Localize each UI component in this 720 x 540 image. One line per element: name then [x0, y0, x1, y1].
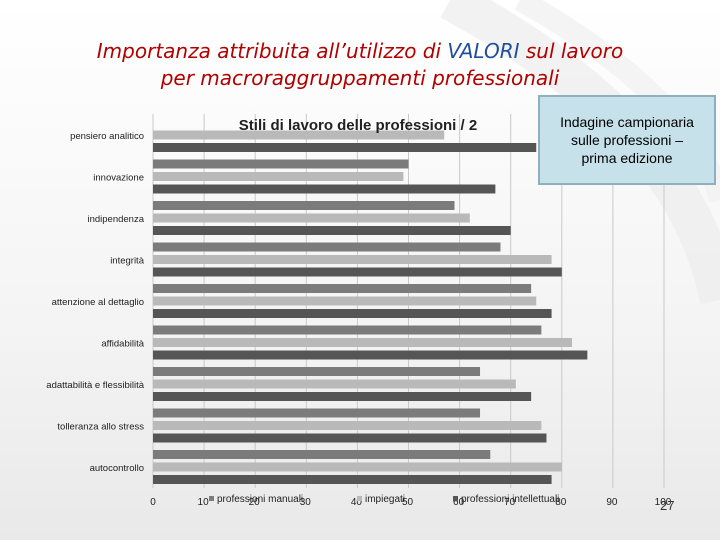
- x-tick-label: 70: [504, 497, 516, 508]
- info-box: Indagine campionaria sulle professioni –…: [538, 95, 716, 185]
- info-box-line: prima edizione: [581, 150, 673, 166]
- category-label: adattabilità e flessibilità: [46, 380, 144, 391]
- bar: [153, 408, 481, 418]
- slide-title-line2: per macroraggruppamenti professionali: [160, 66, 560, 90]
- category-label: indipendenza: [87, 214, 144, 225]
- bar: [153, 392, 532, 401]
- bar: [153, 172, 404, 181]
- slide-title: Importanza attribuita all’utilizzo di VA…: [0, 38, 720, 92]
- bar: [153, 213, 470, 223]
- bar: [153, 421, 542, 430]
- bar: [153, 267, 562, 277]
- x-tick-label: 90: [606, 497, 618, 508]
- category-label: autocontrollo: [90, 463, 144, 474]
- x-tick-label: 0: [150, 497, 156, 508]
- legend-swatch: [453, 496, 458, 501]
- page-number: 27: [660, 498, 675, 513]
- category-label: tolleranza allo stress: [57, 422, 144, 433]
- slide-title-line1: Importanza attribuita all’utilizzo di VA…: [0, 38, 720, 65]
- bar: [153, 184, 496, 194]
- title-accent: VALORI: [447, 39, 520, 63]
- x-tick-label: 40: [351, 497, 363, 508]
- bar: [153, 379, 516, 389]
- legend-label: professioni intellettuali: [461, 494, 559, 505]
- x-tick-label: 50: [402, 497, 414, 508]
- legend-label: impiegati: [365, 494, 405, 505]
- category-label: attenzione al dettaglio: [52, 297, 144, 308]
- legend-swatch: [357, 496, 362, 501]
- info-box-line: Indagine campionaria: [560, 114, 694, 130]
- bar: [153, 338, 573, 347]
- title-text: Importanza attribuita all’utilizzo di: [96, 39, 448, 63]
- bar: [153, 433, 547, 443]
- bar: [153, 450, 491, 459]
- x-tick-label: 100: [655, 497, 672, 508]
- x-tick-label: 30: [300, 497, 312, 508]
- bar: [153, 255, 552, 264]
- title-text: sul lavoro: [519, 39, 624, 63]
- bar: [153, 130, 445, 140]
- bar: [153, 325, 542, 335]
- bar: [153, 296, 537, 306]
- bar: [153, 350, 588, 360]
- category-label: innovazione: [93, 173, 144, 184]
- bar: [153, 475, 552, 484]
- bar: [153, 143, 537, 152]
- info-box-line: sulle professioni –: [570, 132, 684, 148]
- bar: [153, 367, 481, 376]
- bar: [153, 242, 501, 252]
- x-tick-label: 10: [198, 497, 210, 508]
- x-tick-label: 60: [453, 497, 465, 508]
- category-label: pensiero analitico: [70, 131, 144, 142]
- bar: [153, 201, 455, 210]
- bar: [153, 309, 552, 318]
- category-label: affidabilità: [101, 339, 144, 350]
- x-tick-label: 20: [249, 497, 261, 508]
- chart-title: Stili di lavoro delle professioni / 2: [239, 117, 477, 134]
- legend-swatch: [209, 496, 214, 501]
- bar: [153, 159, 409, 169]
- legend-label: professioni manuali: [217, 494, 303, 505]
- bar: [153, 284, 532, 293]
- bar: [153, 226, 511, 235]
- bar: [153, 462, 562, 472]
- x-tick-label: 80: [555, 497, 567, 508]
- category-label: integrità: [110, 256, 145, 267]
